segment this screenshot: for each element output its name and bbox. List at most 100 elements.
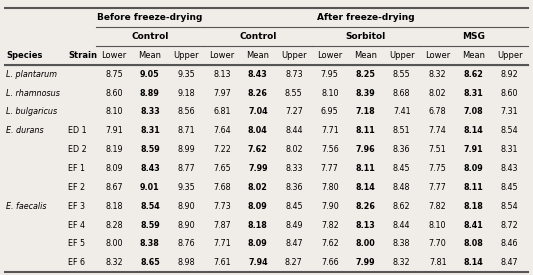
Text: 8.10: 8.10	[321, 89, 338, 98]
Text: 8.71: 8.71	[177, 126, 195, 135]
Text: Control: Control	[239, 32, 277, 41]
Text: 8.48: 8.48	[393, 183, 410, 192]
Text: 7.82: 7.82	[321, 221, 338, 230]
Text: Upper: Upper	[497, 51, 522, 60]
Text: 7.95: 7.95	[321, 70, 339, 79]
Text: 8.89: 8.89	[140, 89, 160, 98]
Text: 8.10: 8.10	[429, 221, 447, 230]
Text: 7.62: 7.62	[321, 240, 338, 249]
Text: 7.61: 7.61	[213, 258, 231, 267]
Text: E. faecalis: E. faecalis	[6, 202, 47, 211]
Text: ED 2: ED 2	[68, 145, 87, 154]
Text: 8.36: 8.36	[393, 145, 410, 154]
Text: 9.35: 9.35	[177, 183, 195, 192]
Text: 7.77: 7.77	[429, 183, 447, 192]
Text: Mean: Mean	[139, 51, 161, 60]
Text: 8.02: 8.02	[248, 183, 268, 192]
Text: 8.31: 8.31	[501, 145, 519, 154]
Text: 8.43: 8.43	[248, 70, 268, 79]
Text: Upper: Upper	[389, 51, 415, 60]
Text: EF 3: EF 3	[68, 202, 85, 211]
Text: 8.46: 8.46	[501, 240, 519, 249]
Text: 9.18: 9.18	[177, 89, 195, 98]
Text: 7.31: 7.31	[501, 108, 519, 117]
Text: 8.73: 8.73	[285, 70, 303, 79]
Text: 7.91: 7.91	[105, 126, 123, 135]
Text: 6.95: 6.95	[321, 108, 338, 117]
Text: L. rhamnosus: L. rhamnosus	[6, 89, 60, 98]
Text: 8.31: 8.31	[464, 89, 483, 98]
Text: 8.38: 8.38	[393, 240, 410, 249]
Text: 7.41: 7.41	[393, 108, 410, 117]
Text: 8.09: 8.09	[464, 164, 483, 173]
Text: 7.80: 7.80	[321, 183, 338, 192]
Text: 8.65: 8.65	[140, 258, 160, 267]
Text: 8.00: 8.00	[105, 240, 123, 249]
Text: 8.33: 8.33	[140, 108, 160, 117]
Text: 7.22: 7.22	[213, 145, 231, 154]
Text: 8.32: 8.32	[105, 258, 123, 267]
Text: Mean: Mean	[462, 51, 485, 60]
Text: 8.55: 8.55	[285, 89, 303, 98]
Text: 8.09: 8.09	[105, 164, 123, 173]
Text: 8.18: 8.18	[464, 202, 483, 211]
Text: 7.99: 7.99	[248, 164, 268, 173]
Text: 6.81: 6.81	[213, 108, 231, 117]
Text: 8.51: 8.51	[393, 126, 410, 135]
Text: 8.32: 8.32	[393, 258, 410, 267]
Text: 8.11: 8.11	[356, 126, 376, 135]
Text: 7.77: 7.77	[321, 164, 339, 173]
Text: 8.33: 8.33	[285, 164, 303, 173]
Text: 7.96: 7.96	[356, 145, 376, 154]
Text: 8.54: 8.54	[140, 202, 160, 211]
Text: 7.81: 7.81	[429, 258, 447, 267]
Text: L. bulgaricus: L. bulgaricus	[6, 108, 58, 117]
Text: 7.62: 7.62	[248, 145, 268, 154]
Text: 7.82: 7.82	[429, 202, 447, 211]
Text: 7.08: 7.08	[464, 108, 483, 117]
Text: 8.75: 8.75	[105, 70, 123, 79]
Text: 8.90: 8.90	[177, 202, 195, 211]
Text: 8.11: 8.11	[356, 164, 376, 173]
Text: 8.13: 8.13	[356, 221, 376, 230]
Text: 8.43: 8.43	[140, 164, 160, 173]
Text: 8.18: 8.18	[105, 202, 123, 211]
Text: Upper: Upper	[281, 51, 306, 60]
Text: Lower: Lower	[209, 51, 235, 60]
Text: 8.62: 8.62	[393, 202, 410, 211]
Text: 7.64: 7.64	[213, 126, 231, 135]
Text: 8.11: 8.11	[464, 183, 483, 192]
Text: 8.62: 8.62	[464, 70, 483, 79]
Text: Mean: Mean	[354, 51, 377, 60]
Text: 8.00: 8.00	[356, 240, 376, 249]
Text: 7.91: 7.91	[464, 145, 483, 154]
Text: 8.54: 8.54	[501, 202, 519, 211]
Text: Control: Control	[131, 32, 168, 41]
Text: 7.70: 7.70	[429, 240, 447, 249]
Text: 7.18: 7.18	[356, 108, 376, 117]
Text: 7.99: 7.99	[356, 258, 376, 267]
Text: 8.26: 8.26	[356, 202, 376, 211]
Text: 8.14: 8.14	[464, 126, 483, 135]
Text: 8.36: 8.36	[285, 183, 303, 192]
Text: 7.56: 7.56	[321, 145, 338, 154]
Text: 7.94: 7.94	[248, 258, 268, 267]
Text: 8.59: 8.59	[140, 221, 160, 230]
Text: 8.26: 8.26	[248, 89, 268, 98]
Text: 8.45: 8.45	[393, 164, 410, 173]
Text: 7.97: 7.97	[213, 89, 231, 98]
Text: 8.10: 8.10	[105, 108, 123, 117]
Text: 8.77: 8.77	[177, 164, 195, 173]
Text: 8.18: 8.18	[248, 221, 268, 230]
Text: EF 2: EF 2	[68, 183, 85, 192]
Text: 7.71: 7.71	[321, 126, 338, 135]
Text: 8.08: 8.08	[464, 240, 483, 249]
Text: 9.01: 9.01	[140, 183, 160, 192]
Text: 8.90: 8.90	[177, 221, 195, 230]
Text: 8.31: 8.31	[140, 126, 160, 135]
Text: 8.14: 8.14	[356, 183, 376, 192]
Text: EF 6: EF 6	[68, 258, 85, 267]
Text: 7.68: 7.68	[213, 183, 231, 192]
Text: 8.39: 8.39	[356, 89, 376, 98]
Text: EF 1: EF 1	[68, 164, 85, 173]
